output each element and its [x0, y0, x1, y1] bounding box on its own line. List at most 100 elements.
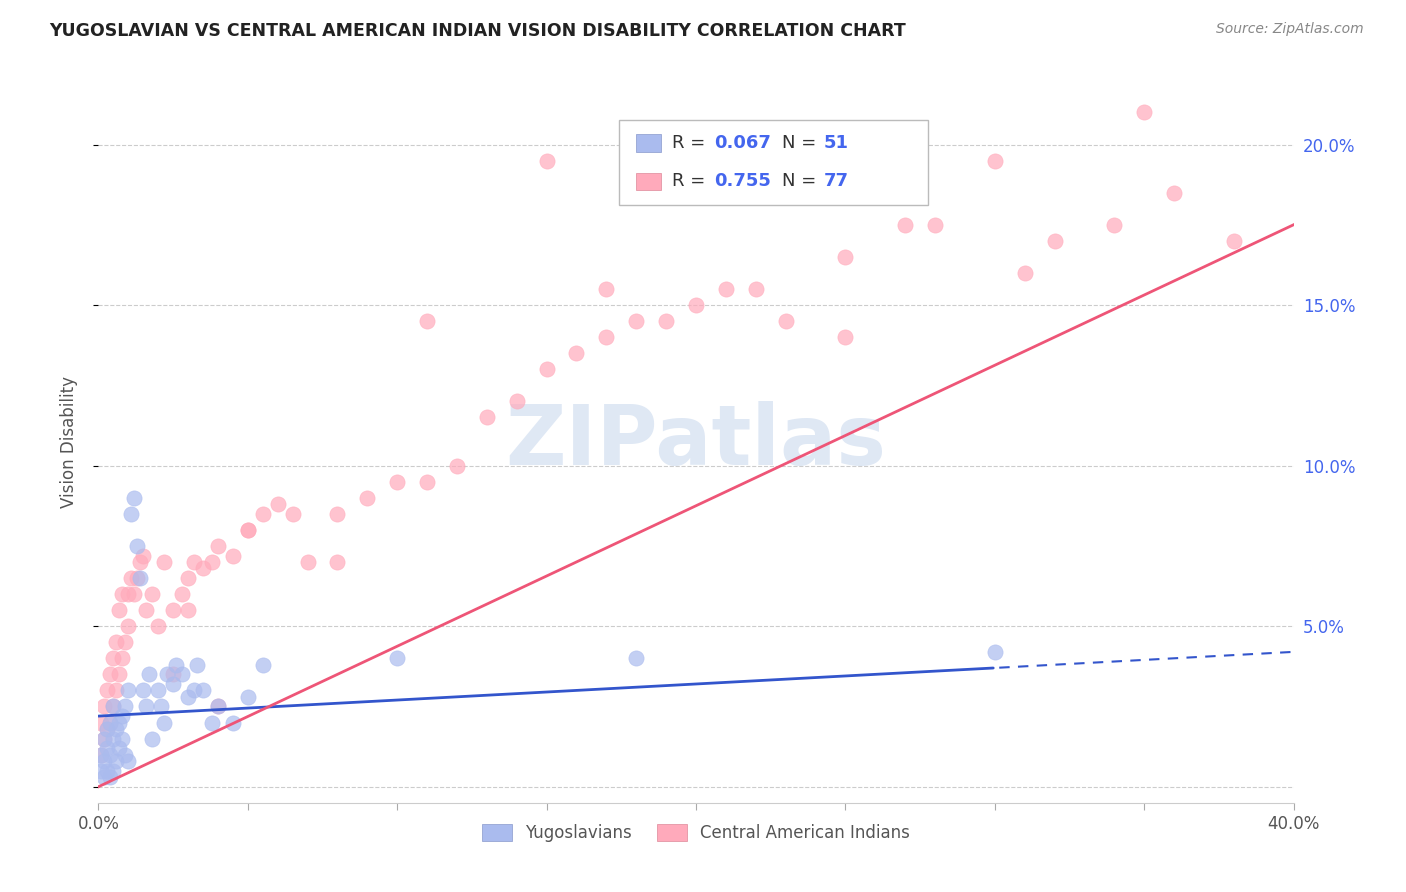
Point — [236, 523, 259, 537]
Point — [356, 491, 378, 505]
Point — [114, 747, 136, 762]
Point — [834, 250, 856, 264]
Point — [775, 314, 797, 328]
Point — [135, 699, 157, 714]
Point — [207, 539, 229, 553]
Point — [1014, 266, 1036, 280]
Point — [153, 555, 176, 569]
Point — [252, 657, 274, 672]
Point — [108, 715, 131, 730]
Point — [90, 747, 112, 762]
Point — [475, 410, 498, 425]
Point — [111, 731, 134, 746]
Point — [111, 709, 134, 723]
Point — [177, 571, 200, 585]
Point — [108, 741, 131, 756]
Point — [655, 314, 678, 328]
Point — [183, 683, 205, 698]
Point — [153, 715, 176, 730]
Text: N =: N = — [782, 135, 821, 153]
Point — [162, 677, 184, 691]
Legend: Yugoslavians, Central American Indians: Yugoslavians, Central American Indians — [475, 817, 917, 848]
Point — [148, 619, 170, 633]
Point — [103, 699, 125, 714]
Point — [626, 314, 648, 328]
Point — [297, 555, 319, 569]
Point — [222, 549, 245, 563]
Point — [108, 603, 131, 617]
Point — [132, 683, 155, 698]
Point — [183, 555, 205, 569]
Point — [416, 314, 439, 328]
Point — [446, 458, 468, 473]
Text: ZIPatlas: ZIPatlas — [506, 401, 886, 482]
Point — [105, 683, 128, 698]
Point — [90, 764, 112, 778]
Point — [117, 754, 139, 768]
Point — [93, 754, 115, 768]
Point — [565, 346, 588, 360]
Point — [162, 603, 184, 617]
Point — [385, 475, 409, 489]
Text: R =: R = — [672, 172, 711, 190]
Point — [129, 555, 152, 569]
Point — [141, 587, 163, 601]
Point — [150, 699, 173, 714]
Text: Source: ZipAtlas.com: Source: ZipAtlas.com — [1216, 22, 1364, 37]
Point — [201, 555, 224, 569]
Point — [117, 587, 139, 601]
Point — [114, 635, 136, 649]
Point — [138, 667, 160, 681]
Point — [124, 587, 146, 601]
Text: N =: N = — [782, 172, 821, 190]
Point — [120, 571, 142, 585]
Text: 0.755: 0.755 — [714, 172, 770, 190]
Point — [141, 731, 163, 746]
Point — [127, 571, 149, 585]
Point — [114, 699, 136, 714]
Point — [124, 491, 146, 505]
Point — [385, 651, 409, 665]
Point — [236, 523, 259, 537]
Point — [191, 683, 214, 698]
Point — [98, 770, 122, 784]
Point — [416, 475, 439, 489]
Point — [96, 741, 118, 756]
Point — [96, 722, 118, 736]
Point — [156, 667, 179, 681]
Point — [1163, 186, 1185, 200]
Text: 51: 51 — [824, 135, 849, 153]
Point — [536, 153, 558, 168]
Text: 0.067: 0.067 — [714, 135, 770, 153]
Point — [536, 362, 558, 376]
Point — [326, 507, 349, 521]
Point — [236, 690, 259, 704]
Point — [98, 747, 122, 762]
Point — [111, 651, 134, 665]
Point — [984, 153, 1007, 168]
Point — [103, 731, 125, 746]
Point — [1133, 105, 1156, 120]
Point — [252, 507, 274, 521]
Point — [93, 699, 115, 714]
Point — [93, 731, 115, 746]
Point — [105, 754, 128, 768]
Point — [162, 667, 184, 681]
Point — [984, 645, 1007, 659]
Point — [894, 218, 917, 232]
Point — [177, 603, 200, 617]
Point — [127, 539, 149, 553]
Point — [506, 394, 529, 409]
Text: R =: R = — [672, 135, 711, 153]
Point — [201, 715, 224, 730]
Point — [108, 667, 131, 681]
Point — [103, 699, 125, 714]
Point — [129, 571, 152, 585]
Point — [172, 667, 194, 681]
Point — [117, 683, 139, 698]
Point — [685, 186, 707, 200]
Point — [98, 715, 122, 730]
Point — [105, 722, 128, 736]
Point — [267, 497, 290, 511]
Point — [98, 715, 122, 730]
